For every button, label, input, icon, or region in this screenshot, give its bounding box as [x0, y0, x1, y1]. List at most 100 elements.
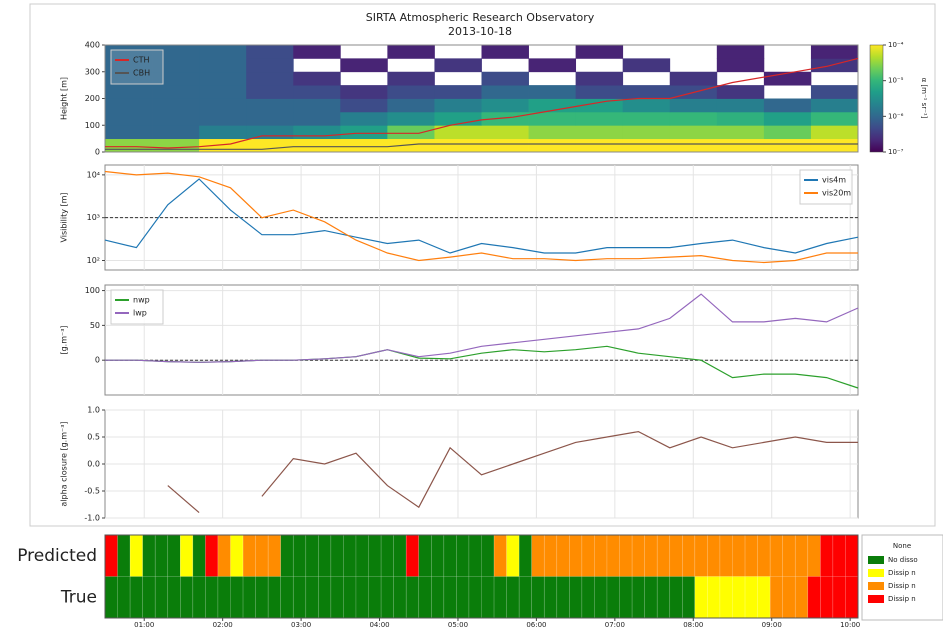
chart-subtitle: 2013-10-18 — [448, 25, 512, 38]
legend-swatch — [868, 595, 884, 603]
heatmap-cell — [810, 85, 859, 99]
heatmap-cell — [246, 125, 294, 140]
heatmap-cell — [528, 85, 577, 99]
class-cell — [368, 534, 382, 577]
x-tick-label: 09:00 — [762, 621, 782, 628]
heatmap-cell — [810, 98, 859, 113]
y-tick-label: -0.5 — [84, 487, 100, 496]
class-cell — [443, 534, 457, 577]
class-cell — [242, 576, 256, 619]
heatmap-cell — [340, 111, 388, 126]
x-tick-label: 05:00 — [448, 621, 468, 628]
class-cell — [518, 576, 533, 619]
class-cell — [669, 534, 683, 577]
series-line — [167, 430, 858, 514]
heatmap-cell — [387, 98, 435, 113]
heatmap-cell — [387, 138, 435, 153]
class-cell — [719, 534, 733, 577]
heatmap-cell — [105, 111, 153, 126]
class-cell — [619, 534, 633, 577]
legend-frame — [799, 169, 853, 205]
x-tick-label: 07:00 — [605, 621, 625, 628]
class-cell — [343, 534, 357, 577]
heatmap-cell — [622, 98, 671, 113]
heatmap-cell — [622, 138, 671, 153]
class-cell — [217, 534, 231, 577]
heatmap-cell — [481, 111, 529, 126]
class-cell — [707, 534, 721, 577]
class-cell — [581, 576, 595, 619]
class-cell — [543, 534, 558, 577]
heatmap-cell — [199, 58, 247, 73]
heatmap-cell — [293, 98, 341, 113]
class-cell — [192, 576, 206, 619]
class-cell — [117, 534, 131, 577]
heatmap-cell — [528, 125, 577, 140]
class-cell — [481, 534, 495, 577]
heatmap-cell — [105, 58, 153, 73]
class-cell — [205, 576, 219, 619]
class-cell — [656, 576, 671, 619]
x-tick-label: 01:00 — [134, 621, 154, 628]
class-cell — [543, 576, 558, 619]
class-cell — [192, 534, 206, 577]
class-cell — [255, 534, 269, 577]
heatmap-cell — [387, 45, 435, 59]
heatmap-cell — [246, 138, 294, 153]
class-cell — [644, 534, 658, 577]
colorbar-tick-label: 10⁻⁴ — [888, 41, 904, 49]
legend-label: No disso — [888, 556, 918, 564]
heatmap-cell — [669, 98, 718, 113]
class-cell — [230, 576, 244, 619]
legend-label: lwp — [133, 309, 147, 318]
heatmap-cell — [575, 98, 624, 113]
class-cell — [129, 534, 143, 577]
class-cell — [292, 576, 307, 619]
class-cell — [129, 576, 143, 619]
heatmap-cell — [716, 125, 765, 140]
heatmap-cell — [434, 58, 482, 73]
legend-label: Dissip n — [888, 582, 916, 590]
heatmap-cell — [246, 85, 294, 99]
heatmap-cell — [246, 71, 294, 86]
class-cell — [142, 576, 156, 619]
heatmap-cell — [293, 85, 341, 99]
class-cell — [154, 576, 169, 619]
class-cell — [569, 534, 583, 577]
heatmap-cell — [340, 138, 388, 153]
y-tick-label: 0 — [95, 356, 100, 365]
heatmap-cell — [716, 98, 765, 113]
heatmap-cell — [152, 98, 200, 113]
class-cell — [569, 576, 583, 619]
heatmap-cell — [434, 85, 482, 99]
heatmap-cell — [199, 98, 247, 113]
class-cell — [217, 576, 231, 619]
class-cell — [154, 534, 169, 577]
heatmap-cell — [622, 125, 671, 140]
heatmap-cell — [152, 58, 200, 73]
class-cell — [355, 534, 369, 577]
y-tick-label: 10⁴ — [87, 170, 100, 179]
class-cell — [205, 534, 219, 577]
heatmap-cell — [152, 111, 200, 126]
class-cell — [180, 576, 194, 619]
class-cell — [681, 576, 696, 619]
class-legend-frame — [861, 534, 943, 621]
heatmap-cell — [669, 111, 718, 126]
heatmap-cell — [575, 71, 624, 86]
y-tick-label: 200 — [85, 94, 100, 103]
class-cell — [242, 534, 256, 577]
y-axis-label: alpha closure [g.m⁻³] — [60, 421, 69, 506]
heatmap-cell — [293, 45, 341, 59]
class-cell — [481, 576, 495, 619]
heatmap-cell — [293, 111, 341, 126]
heatmap-cell — [481, 125, 529, 140]
class-cell — [418, 576, 432, 619]
heatmap-cell — [810, 111, 859, 126]
series-line — [105, 293, 859, 363]
heatmap-cell — [152, 85, 200, 99]
class-cell — [318, 576, 332, 619]
class-cell — [518, 534, 533, 577]
plot-area — [104, 284, 859, 396]
class-cell — [343, 576, 357, 619]
